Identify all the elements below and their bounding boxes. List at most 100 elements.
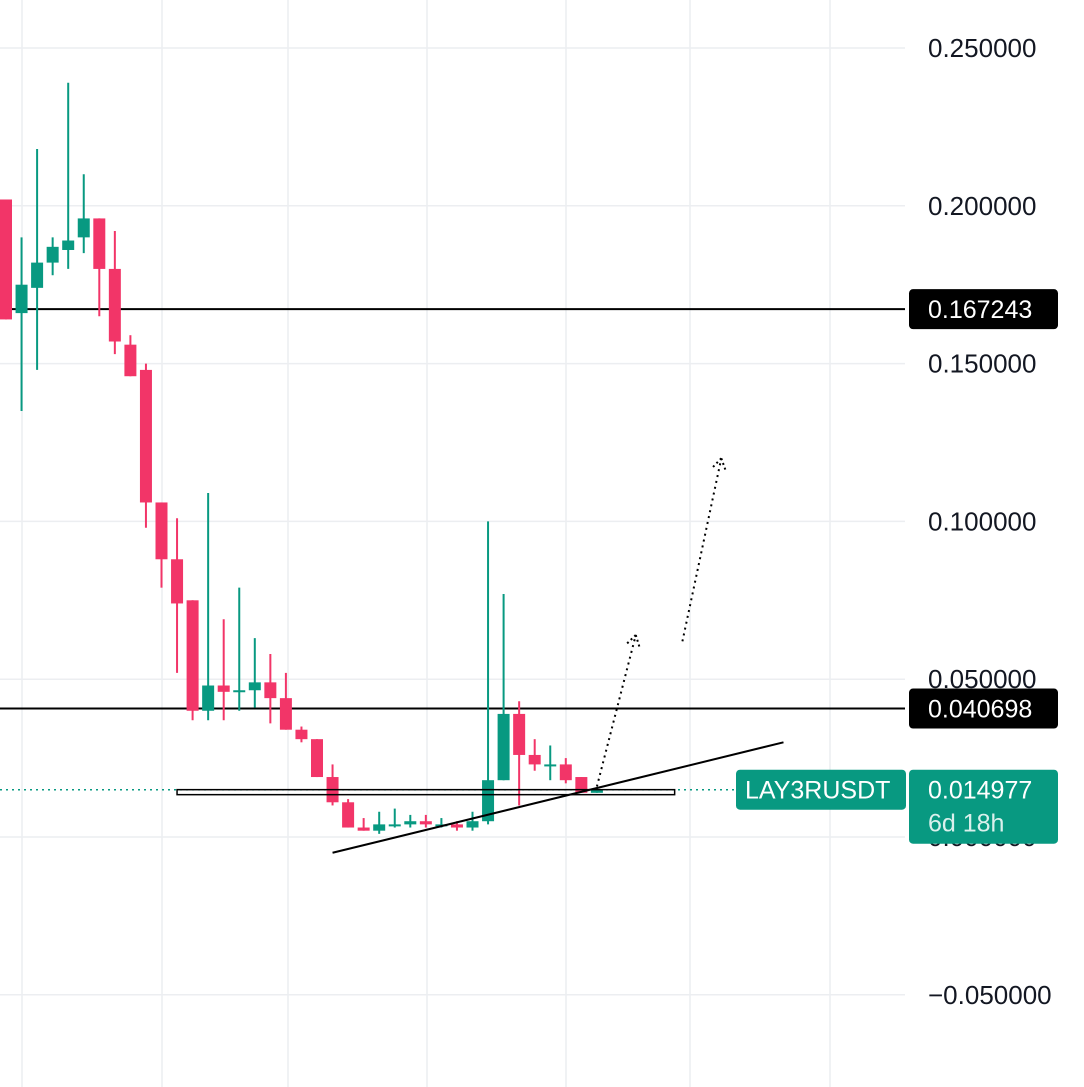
projection-arrow-head <box>625 634 637 646</box>
candle-body <box>590 789 603 793</box>
price-tags: 0.167243 0.040698 LAY3RUSDT 0.014977 6d 18h <box>736 289 1058 844</box>
candle-body <box>513 713 526 755</box>
candle <box>139 363 152 528</box>
candle-body <box>77 218 90 238</box>
horizontal-levels <box>0 308 905 791</box>
candle <box>528 739 541 771</box>
candle <box>233 587 246 711</box>
symbol-label: LAY3RUSDT <box>745 777 890 805</box>
candle <box>388 808 401 828</box>
candle-body <box>404 821 417 825</box>
y-tick-label: −0.050000 <box>928 980 1052 1010</box>
candle-body <box>155 502 168 560</box>
candle-body <box>139 369 152 503</box>
candle <box>0 199 12 320</box>
candle <box>373 811 386 834</box>
candle <box>497 593 510 781</box>
candle <box>419 814 432 828</box>
candle-body <box>46 246 59 263</box>
candle-body <box>388 824 401 827</box>
candle-body <box>93 218 106 269</box>
candle-body <box>295 729 308 740</box>
candle <box>186 600 199 721</box>
y-tick-label: 0.150000 <box>928 349 1036 379</box>
candle-body <box>559 764 572 781</box>
current-price-label: 0.014977 <box>928 777 1032 805</box>
candles <box>0 82 603 834</box>
candle <box>513 701 526 806</box>
countdown-label: 6d 18h <box>928 810 1004 838</box>
candle-body <box>202 685 215 711</box>
candle <box>357 818 370 831</box>
y-tick-label: 0.100000 <box>928 506 1036 536</box>
candle-body <box>342 802 355 828</box>
candle-body <box>373 824 386 831</box>
current-price-tag <box>909 769 1058 844</box>
candle <box>482 521 495 825</box>
projection-arrow-head <box>710 457 723 470</box>
candle <box>295 726 308 743</box>
candle <box>404 814 417 828</box>
candle <box>93 218 106 317</box>
candle-body <box>264 682 277 699</box>
candle-body <box>497 713 510 781</box>
candle <box>466 811 479 831</box>
level-price-label: 0.040698 <box>928 696 1032 724</box>
candle <box>15 237 28 411</box>
level-price-label: 0.167243 <box>928 296 1032 324</box>
candle <box>155 502 168 588</box>
candle <box>248 638 261 708</box>
candle-body <box>419 821 432 825</box>
grid <box>0 0 905 1087</box>
candle-body <box>15 284 28 314</box>
candle <box>62 82 75 269</box>
candle-body <box>108 268 121 342</box>
drawings <box>176 457 784 854</box>
level-price-tag <box>909 289 1058 330</box>
level-price-tag <box>909 688 1058 729</box>
candle-body <box>0 199 12 320</box>
candle <box>77 174 90 254</box>
candle-body <box>357 827 370 831</box>
candle <box>124 335 137 377</box>
candle-body <box>62 240 75 250</box>
candle-body <box>311 739 323 778</box>
candle <box>108 231 121 355</box>
candle-body <box>450 824 463 828</box>
candle <box>264 653 277 724</box>
candle <box>46 237 59 276</box>
candle <box>559 758 572 784</box>
candle-body <box>171 559 184 604</box>
projection-arrow-head <box>720 457 727 472</box>
candle <box>279 672 292 730</box>
symbol-tag <box>736 769 906 810</box>
support-zone-box <box>176 788 676 796</box>
candle-body <box>217 685 230 692</box>
candle <box>217 619 230 721</box>
candle-body <box>248 682 261 691</box>
candle-body <box>575 777 588 793</box>
candle-body <box>31 262 44 288</box>
candle-body <box>233 690 246 693</box>
candle-body <box>528 754 541 765</box>
price-axis: 0.2500000.2000000.1500000.1000000.050000… <box>928 33 1052 1010</box>
projection-arrow-head <box>634 634 641 649</box>
candle <box>202 492 215 721</box>
y-tick-label: 0.200000 <box>928 191 1036 221</box>
candle <box>544 745 557 781</box>
candle-body <box>482 780 495 822</box>
candle-body <box>466 821 479 828</box>
candle <box>326 764 339 806</box>
candle-body <box>279 698 292 730</box>
candle <box>311 739 323 778</box>
candle <box>171 518 184 673</box>
projection-arrow-line <box>681 458 723 642</box>
projection-arrow-line <box>595 634 637 787</box>
candle-body <box>186 600 199 711</box>
y-tick-label: 0.250000 <box>928 33 1036 63</box>
candle <box>342 799 355 828</box>
candle-body <box>124 344 137 377</box>
trend-line <box>332 741 784 854</box>
